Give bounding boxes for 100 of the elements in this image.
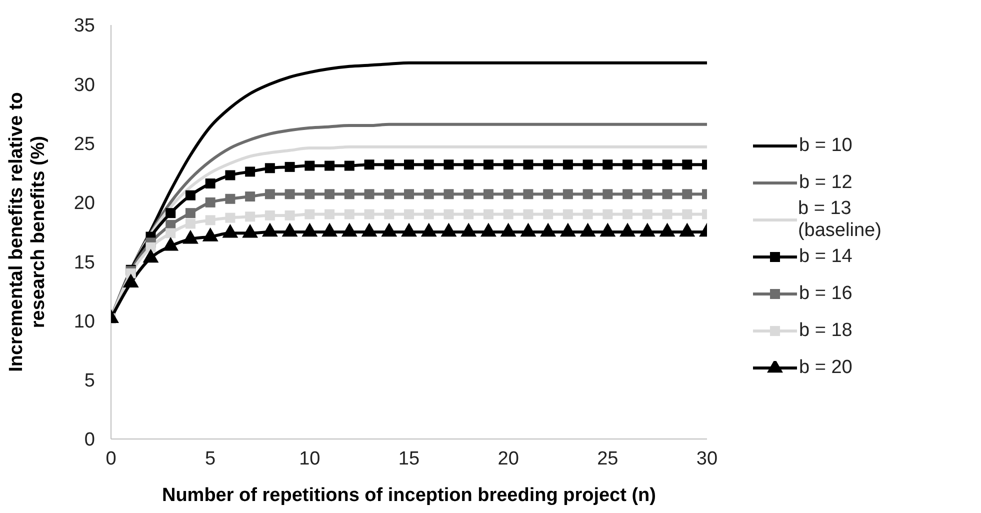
- point: [324, 189, 335, 200]
- point: [444, 209, 454, 220]
- point: [166, 208, 176, 218]
- point: [284, 162, 295, 172]
- point: [205, 215, 216, 226]
- legend-label: b = 20: [799, 356, 852, 378]
- point: [662, 189, 672, 200]
- point: [424, 209, 434, 220]
- point: [344, 160, 354, 171]
- point: [444, 189, 454, 200]
- point: [384, 209, 394, 220]
- point: [543, 160, 554, 170]
- point: [364, 160, 374, 170]
- point: [264, 163, 275, 174]
- point: [682, 189, 692, 200]
- point: [185, 208, 196, 218]
- point: [523, 209, 534, 220]
- point: [284, 189, 295, 200]
- point: [503, 209, 514, 220]
- point: [245, 212, 256, 222]
- point: [464, 209, 474, 220]
- y-axis-title: Incremental benefits relative to research benefits (%): [6, 92, 49, 372]
- point: [185, 218, 196, 229]
- point: [404, 160, 414, 170]
- point: [205, 197, 216, 208]
- point: [662, 209, 672, 220]
- point: [404, 209, 414, 220]
- point: [622, 189, 633, 200]
- point: [503, 189, 514, 200]
- point: [384, 189, 394, 200]
- x-tick-label: 5: [205, 448, 216, 470]
- point: [503, 160, 514, 170]
- point: [464, 160, 474, 170]
- point: [205, 178, 216, 189]
- point: [622, 209, 633, 220]
- point: [562, 209, 573, 220]
- point: [543, 209, 554, 220]
- y-tick-label: 10: [74, 311, 95, 332]
- point: [364, 189, 374, 200]
- point: [562, 160, 573, 170]
- point: [602, 209, 613, 220]
- point: [543, 189, 554, 200]
- point: [344, 209, 354, 220]
- legend-label: b = 18: [799, 320, 852, 342]
- point: [464, 189, 474, 200]
- point: [642, 160, 652, 170]
- point: [225, 212, 236, 223]
- legend-label: b = 13 (baseline): [798, 198, 882, 242]
- point: [582, 189, 593, 200]
- point: [404, 189, 414, 200]
- legend-label: b = 14: [799, 246, 852, 268]
- point: [264, 189, 275, 200]
- point: [602, 160, 613, 170]
- point: [562, 189, 573, 200]
- point: [523, 189, 534, 200]
- point: [582, 209, 593, 220]
- point: [682, 209, 692, 220]
- y-tick-label: 25: [74, 134, 95, 156]
- point: [662, 160, 672, 170]
- y-tick-label: 0: [84, 430, 95, 451]
- y-tick-label: 20: [74, 193, 95, 214]
- point: [523, 160, 534, 170]
- point: [642, 189, 652, 200]
- y-tick-label: 30: [74, 74, 95, 96]
- point: [185, 190, 196, 200]
- x-tick-label: 15: [398, 448, 420, 470]
- point: [284, 210, 295, 220]
- legend-label: b = 16: [799, 282, 852, 304]
- legend-label: b = 12: [799, 172, 852, 194]
- y-tick-label: 15: [74, 252, 95, 274]
- point: [602, 189, 613, 200]
- point: [166, 228, 176, 238]
- point: [682, 160, 692, 170]
- point: [304, 189, 315, 200]
- point: [264, 210, 275, 220]
- point: [225, 170, 236, 180]
- y-tick-label: 35: [74, 16, 95, 37]
- point: [424, 189, 434, 200]
- point: [642, 209, 652, 220]
- point: [324, 209, 335, 220]
- point: [384, 160, 394, 170]
- point: [483, 189, 494, 200]
- point: [364, 209, 374, 220]
- point: [344, 189, 354, 200]
- x-tick-label: 10: [299, 448, 320, 470]
- point: [444, 160, 454, 170]
- point: [225, 194, 236, 204]
- x-tick-label: 20: [498, 448, 519, 470]
- point: [483, 160, 494, 170]
- legend-label: b = 10: [799, 134, 852, 156]
- point: [622, 160, 633, 170]
- point: [146, 242, 156, 252]
- x-axis-title: Number of repetitions of inception breeding project (n): [162, 485, 656, 506]
- point: [424, 160, 434, 170]
- x-tick-label: 30: [696, 448, 718, 470]
- point: [245, 166, 256, 177]
- x-tick-label: 0: [106, 448, 116, 470]
- point: [483, 209, 494, 220]
- point: [245, 192, 256, 202]
- x-tick-label: 25: [597, 448, 618, 470]
